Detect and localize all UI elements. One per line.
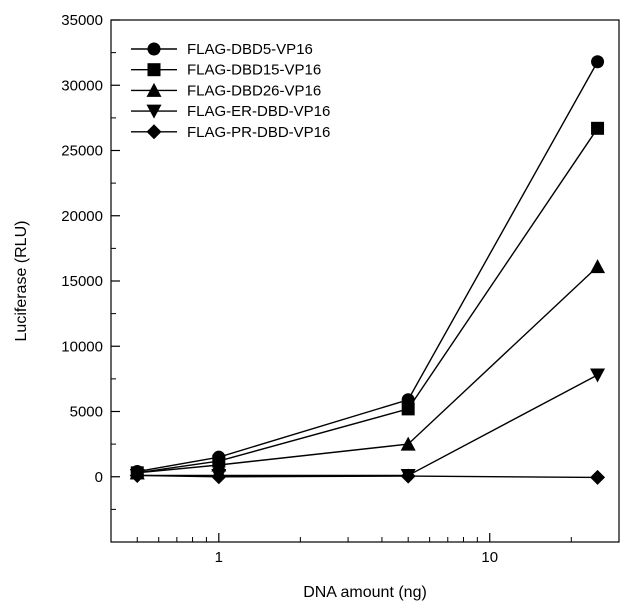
y-axis: 0 5000 10000 15000 20000 25000 30000 35000 — [61, 12, 120, 510]
legend-label: FLAG-PR-DBD-VP16 — [187, 124, 330, 141]
legend: FLAG-DBD5-VP16 FLAG-DBD15-VP16 FLAG-DBD26-… — [131, 41, 330, 141]
data-point-series-3 — [590, 259, 606, 274]
legend-marker — [147, 63, 161, 77]
series-line-4 — [137, 374, 598, 477]
y-tick-label: 35000 — [61, 12, 103, 29]
data-point-series-1 — [591, 55, 605, 69]
data-point-series-5 — [590, 469, 606, 485]
data-point-series-4 — [590, 368, 606, 383]
legend-label: FLAG-DBD15-VP16 — [187, 62, 321, 79]
data-point-series-5 — [211, 469, 227, 485]
y-tick-label: 10000 — [61, 338, 103, 355]
legend-marker — [146, 124, 162, 140]
legend-marker — [147, 42, 161, 56]
data-point-series-5 — [400, 468, 416, 484]
series-lines — [137, 61, 599, 479]
data-point-series-2 — [591, 121, 605, 135]
legend-marker — [146, 82, 162, 97]
x-axis: 1 10 — [136, 533, 572, 566]
x-tick-label: 10 — [481, 549, 498, 566]
series-line-1 — [137, 61, 599, 473]
legend-label: FLAG-ER-DBD-VP16 — [187, 103, 330, 120]
x-axis-title: DNA amount (ng) — [303, 584, 427, 601]
series-line-5 — [137, 474, 598, 479]
data-point-series-5 — [129, 467, 145, 483]
y-axis-title: Luciferase (RLU) — [13, 221, 30, 342]
data-point-series-3 — [400, 436, 416, 451]
legend-label: FLAG-DBD26-VP16 — [187, 82, 321, 99]
series-markers — [129, 55, 606, 485]
series-line-3 — [137, 266, 599, 474]
series-line-2 — [137, 127, 599, 474]
y-tick-label: 5000 — [70, 404, 103, 421]
legend-marker — [146, 104, 162, 119]
y-tick-label: 0 — [95, 469, 103, 486]
y-tick-label: 15000 — [61, 273, 103, 290]
y-tick-label: 20000 — [61, 208, 103, 225]
legend-label: FLAG-DBD5-VP16 — [187, 41, 313, 58]
y-tick-label: 25000 — [61, 143, 103, 160]
data-point-series-3 — [211, 457, 227, 472]
x-tick-label: 1 — [215, 549, 223, 566]
data-point-series-2 — [401, 402, 415, 416]
y-tick-label: 30000 — [61, 77, 103, 94]
